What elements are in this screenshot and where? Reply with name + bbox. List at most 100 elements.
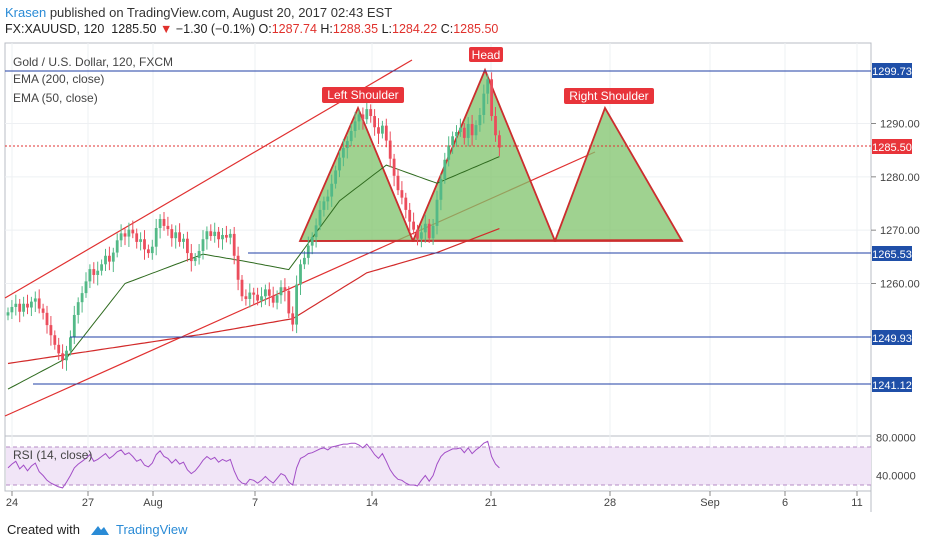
candle-body-0 [6, 312, 10, 316]
price-tag-1241-text: 1241.12 [872, 380, 912, 392]
price-tag-1249 [872, 330, 912, 345]
candle-body-42 [170, 229, 174, 239]
candle-body-95 [377, 127, 380, 134]
candle-body-114 [451, 136, 454, 146]
candle-body-51 [205, 231, 209, 240]
candle-body-90 [357, 114, 361, 122]
x-tick-label-3: 7 [252, 497, 258, 509]
candle-body-100 [396, 175, 400, 191]
price-tag-1265-text: 1265.53 [872, 249, 912, 261]
price-tag-1265 [872, 246, 912, 261]
candle-body-37 [150, 246, 154, 254]
candle-body-7 [33, 298, 37, 302]
candle-body-3 [18, 303, 22, 312]
rsi-axis: 40.0000 80.0000 [876, 433, 916, 483]
tradingview-brand[interactable]: TradingView [115, 522, 188, 537]
head-label: Head [472, 48, 501, 62]
candle-body-34 [139, 239, 142, 242]
candle-body-12 [53, 335, 57, 345]
candle-body-39 [158, 218, 162, 229]
publish-header: Krasen published on TradingView.com, Aug… [5, 4, 392, 21]
candle-body-32 [131, 229, 135, 234]
author-name[interactable]: Krasen [5, 5, 47, 20]
y-tick-label-0: 1260.00 [880, 279, 920, 291]
candle-body-75 [299, 264, 302, 285]
x-tick-label-0: 24 [6, 497, 18, 509]
x-tick-label-9: 11 [851, 497, 862, 509]
candle-body-46 [186, 238, 189, 254]
x-tick-label-2: Aug [143, 497, 163, 509]
candle-body-49 [197, 250, 201, 258]
price-tag-1299 [872, 63, 912, 78]
candle-body-102 [404, 197, 408, 210]
candle-body-6 [30, 301, 33, 308]
candle-body-9 [41, 308, 45, 313]
candle-body-50 [201, 239, 205, 251]
x-tick-label-7: Sep [700, 497, 720, 509]
candle-body-124 [490, 79, 493, 117]
price-tags: 1299.73 1285.50 1265.53 1249.93 1241.12 [872, 63, 912, 392]
candle-body-82 [326, 196, 330, 202]
close-value: 1285.50 [453, 22, 499, 36]
left-shoulder-label: Left Shoulder [327, 88, 398, 102]
candle-body-30 [123, 233, 127, 237]
created-with-label: Created with [7, 522, 80, 537]
candle-body-11 [49, 325, 53, 336]
x-tick-label-8: 6 [782, 497, 788, 509]
open-value: 1287.74 [271, 22, 317, 36]
candle-body-110 [435, 199, 439, 226]
candle-body-120 [474, 125, 478, 136]
candle-body-25 [104, 255, 107, 265]
candle-body-54 [217, 231, 220, 240]
symbol-label: FX:XAUUSD, 120 [5, 22, 105, 36]
candle-body-59 [236, 255, 240, 280]
time-axis[interactable]: 24 27 Aug 7 14 21 28 Sep 6 11 [6, 491, 863, 509]
candle-body-98 [388, 140, 392, 159]
candle-body-106 [420, 232, 423, 239]
candle-body-61 [244, 296, 248, 299]
candle-body-68 [271, 295, 275, 303]
candle-body-64 [256, 294, 259, 301]
candle-body-101 [400, 190, 404, 198]
neckline [299, 239, 683, 242]
candle-body-96 [381, 125, 384, 134]
candle-body-94 [373, 116, 376, 128]
candle-body-10 [45, 312, 49, 326]
candle-body-28 [115, 240, 119, 253]
right-shoulder-triangle[interactable] [553, 105, 684, 242]
candle-body-123 [486, 79, 490, 94]
candle-body-74 [295, 284, 298, 325]
candle-body-80 [318, 209, 322, 226]
candle-body-35 [143, 239, 146, 250]
rsi-band [6, 447, 871, 485]
publish-info: published on TradingView.com, August 20,… [49, 5, 393, 20]
rsi-tick-label-0: 40.0000 [876, 471, 916, 483]
high-label: H: [320, 22, 333, 36]
right-shoulder-label-box [564, 88, 654, 104]
candle-body-19 [80, 293, 84, 303]
candle-body-109 [431, 225, 435, 239]
candle-body-113 [447, 145, 451, 160]
candle-body-117 [462, 127, 466, 138]
candle-body-41 [166, 225, 170, 230]
close-label: C: [440, 22, 454, 36]
candle-body-93 [369, 109, 373, 117]
candle-body-108 [427, 223, 431, 239]
price-tag-1249-text: 1249.93 [872, 333, 912, 345]
price-axis[interactable]: 1260.00 1270.00 1280.00 1290.00 [871, 119, 920, 291]
rsi-line [7, 440, 500, 489]
candle-body-60 [240, 279, 244, 297]
candle-body-48 [193, 257, 197, 262]
quote-line: FX:XAUUSD, 120 1285.50 ▼ −1.30 (−0.1%) O… [5, 22, 498, 36]
candle-body-47 [189, 253, 193, 262]
candle-body-121 [478, 114, 482, 126]
candle-body-87 [345, 141, 349, 149]
candle-body-38 [154, 228, 158, 247]
candle-body-2 [14, 303, 18, 307]
x-tick-label-1: 27 [82, 497, 94, 509]
candle-body-99 [392, 158, 396, 176]
candle-body-105 [416, 229, 419, 239]
footer: Created with TradingView [7, 522, 188, 537]
candle-body-55 [221, 234, 224, 240]
